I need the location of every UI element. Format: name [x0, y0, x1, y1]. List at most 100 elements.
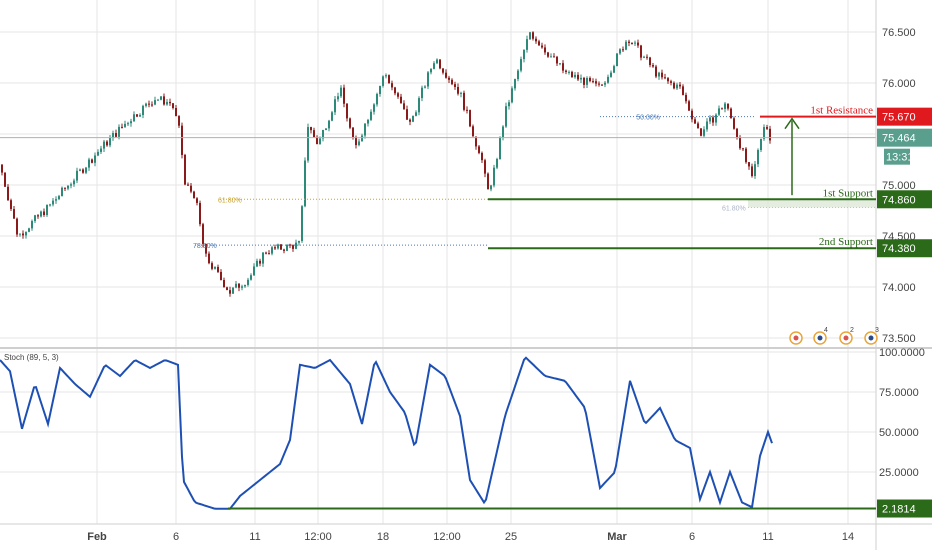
candle-body [643, 56, 645, 58]
candle-body [352, 127, 354, 138]
candle-body [109, 137, 111, 146]
candle-body [511, 88, 513, 103]
candle-body [190, 185, 192, 192]
candle-body [244, 284, 246, 287]
candle-body [184, 154, 186, 185]
candle-body [229, 290, 231, 294]
candle-body [424, 86, 426, 88]
candle-body [613, 66, 615, 73]
candle-body [106, 141, 108, 146]
level-price-label: 75.670 [882, 112, 916, 124]
candle-body [571, 71, 573, 78]
candle-body [202, 224, 204, 244]
candle-body [250, 275, 252, 280]
candle-body [232, 287, 234, 294]
candle-body [610, 72, 612, 77]
candle-body [178, 116, 180, 126]
candle-body [4, 172, 6, 187]
candle-body [337, 96, 339, 100]
event-icon-dot [868, 335, 874, 341]
candle-body [52, 200, 54, 205]
earnings-event-icon[interactable]: 3 [864, 327, 879, 345]
candle-body [100, 148, 102, 152]
flag-event-icon[interactable]: 2 [839, 327, 854, 345]
candle-body [346, 103, 348, 119]
candle-body [103, 141, 105, 149]
candle-body [364, 123, 366, 136]
candle-body [382, 76, 384, 86]
candle-body [76, 170, 78, 181]
earnings-event-icon[interactable]: 4 [813, 327, 828, 345]
candle-body [319, 138, 321, 145]
candle-body [535, 38, 537, 42]
candle-body [667, 78, 669, 82]
candle-body [460, 92, 462, 94]
candle-body [403, 103, 405, 110]
event-icon-dot [793, 335, 799, 341]
candle-body [574, 74, 576, 78]
candle-body [673, 82, 675, 89]
stoch-axis-tick-label: 100.0000 [879, 347, 925, 359]
candle-body [502, 126, 504, 138]
candle-body [751, 166, 753, 177]
candle-body [10, 200, 12, 210]
candle-body [361, 135, 363, 142]
candle-body [592, 81, 594, 83]
candle-body [316, 137, 318, 145]
flag-event-icon[interactable] [789, 331, 803, 345]
stochastic-line [0, 356, 773, 510]
stoch-level-badge [877, 499, 932, 518]
candle-body [205, 243, 207, 254]
price-axis-tick-label: 73.500 [882, 333, 916, 345]
stochastic-title: Stoch (89, 5, 3) [4, 353, 59, 362]
candle-body [742, 148, 744, 150]
candle-body [484, 160, 486, 174]
candle-body [118, 126, 120, 137]
candle-body [331, 112, 333, 121]
event-icon-dot [817, 335, 823, 341]
candle-body [529, 32, 531, 40]
event-icon-dot [843, 335, 849, 341]
candle-body [208, 253, 210, 264]
candle-body [7, 186, 9, 201]
candle-body [454, 84, 456, 88]
time-axis-tick-label: 12:00 [304, 531, 332, 543]
candle-body [766, 127, 768, 129]
candle-body [448, 77, 450, 80]
candle-body [88, 159, 90, 168]
candle-body [292, 245, 294, 249]
candle-body [181, 125, 183, 155]
price-pane[interactable] [0, 31, 876, 297]
candle-body [679, 84, 681, 87]
candle-body [283, 249, 285, 251]
candle-body [457, 87, 459, 94]
time-axis-tick-label: 25 [505, 531, 517, 543]
candle-body [385, 75, 387, 77]
candle-body [442, 68, 444, 73]
candle-body [721, 108, 723, 110]
projection-arrow-head [784, 117, 800, 130]
event-icons[interactable]: 4 2 3 [789, 327, 879, 345]
candle-body [271, 247, 273, 254]
candle-body [79, 169, 81, 171]
candle-body [166, 101, 168, 105]
candle-body [274, 247, 276, 249]
candle-body [256, 260, 258, 267]
countdown-label: 13:31 [886, 152, 914, 164]
price-axis-tick-label: 76.000 [882, 78, 916, 90]
candle-body [430, 68, 432, 73]
candle-body [214, 266, 216, 269]
candle-body [406, 109, 408, 120]
candle-body [607, 76, 609, 83]
candle-body [85, 167, 87, 173]
candle-body [379, 85, 381, 95]
level-name-label: 1st Resistance [810, 105, 873, 117]
candle-body [238, 283, 240, 288]
stochastic-pane[interactable]: Stoch (89, 5, 3) [0, 353, 773, 510]
last-price-label: 75.464 [882, 133, 916, 145]
candle-body [439, 59, 441, 69]
fib-level-label: 61.80% [722, 205, 746, 212]
candle-body [565, 70, 567, 72]
candle-body [724, 103, 726, 110]
